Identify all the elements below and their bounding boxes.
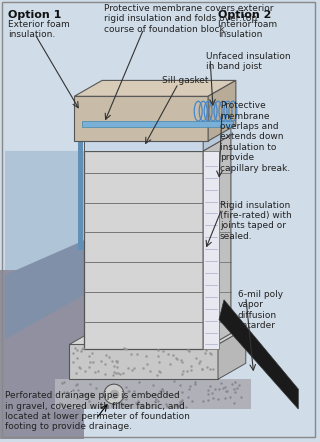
Polygon shape: [208, 80, 236, 141]
Bar: [84, 141, 203, 151]
Polygon shape: [218, 328, 246, 379]
Polygon shape: [203, 125, 231, 151]
Bar: [84, 151, 203, 350]
Polygon shape: [219, 300, 298, 409]
Text: Option 1: Option 1: [8, 10, 61, 20]
Text: 6-mil poly
vapor
diffusion
retarder: 6-mil poly vapor diffusion retarder: [238, 290, 283, 330]
Text: Perforated drainage pipe is embedded
in gravel, covered with filter fabric, and
: Perforated drainage pipe is embedded in …: [5, 391, 190, 431]
Polygon shape: [0, 270, 84, 439]
Polygon shape: [82, 121, 233, 127]
Text: Protective membrane covers exterior
rigid insulation and folds over top
course o: Protective membrane covers exterior rigi…: [104, 4, 274, 34]
Polygon shape: [74, 80, 236, 96]
Polygon shape: [84, 135, 231, 151]
Bar: [203, 151, 219, 350]
Text: Interior foam
insulation: Interior foam insulation: [218, 20, 277, 39]
Text: Protective
membrane
overlaps and
extends down
insulation to
provide
capillary br: Protective membrane overlaps and extends…: [220, 101, 290, 173]
Text: Exterior foam
insulation.: Exterior foam insulation.: [8, 20, 70, 39]
Polygon shape: [69, 328, 246, 344]
Bar: [74, 96, 208, 141]
Polygon shape: [78, 123, 83, 250]
Polygon shape: [54, 379, 251, 409]
Text: Sill gasket: Sill gasket: [162, 76, 208, 85]
Polygon shape: [5, 240, 84, 339]
Polygon shape: [203, 135, 231, 350]
Polygon shape: [5, 151, 84, 339]
Polygon shape: [84, 125, 231, 141]
Circle shape: [104, 384, 124, 404]
Text: Unfaced insulation
in band joist: Unfaced insulation in band joist: [206, 52, 291, 71]
Text: Option 2: Option 2: [218, 10, 271, 20]
Text: Rigid insulation
(fire-rated) with
joints taped or
sealed.: Rigid insulation (fire-rated) with joint…: [220, 201, 292, 241]
Bar: [69, 344, 218, 379]
